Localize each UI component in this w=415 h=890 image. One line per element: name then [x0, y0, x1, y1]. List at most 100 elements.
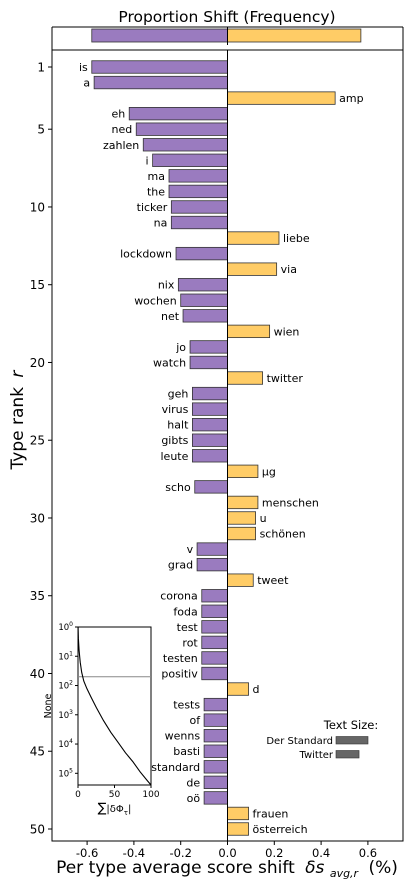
y-axis-label-symbol: r	[8, 370, 28, 378]
bar-label-48: oö	[187, 792, 201, 805]
bar-50	[227, 822, 249, 836]
text-size-legend: Text Size: Der Standard Twitter	[266, 718, 378, 761]
y-tick-label: 30	[30, 511, 45, 525]
bar-label-36: foda	[173, 605, 197, 618]
inset-y-tick-label: 100	[58, 621, 73, 633]
bar-2	[93, 75, 228, 90]
bar-label-29: menschen	[262, 496, 319, 509]
bar-label-34: tweet	[257, 574, 289, 587]
inset-y-tick-label: 102	[58, 680, 73, 692]
bar-label-37: test	[177, 621, 199, 634]
summary-positive-bar	[227, 28, 362, 43]
x-axis-label-unit: (%)	[369, 858, 398, 878]
bar-38	[201, 635, 228, 650]
bar-18	[227, 324, 271, 339]
bar-label-11: na	[154, 217, 168, 230]
bar-45	[203, 744, 228, 758]
bar-25	[191, 433, 228, 447]
bar-27	[227, 464, 259, 478]
bar-label-49: frauen	[253, 807, 289, 820]
bar-9	[168, 184, 228, 199]
bar-label-40: positiv	[161, 667, 198, 680]
bar-label-3: amp	[339, 92, 363, 105]
bar-21	[227, 371, 263, 385]
bar-49	[227, 806, 249, 821]
legend-swatch-2	[335, 750, 360, 759]
bar-label-23: virus	[162, 403, 189, 416]
bar-41	[227, 682, 249, 696]
bar-33	[196, 557, 228, 572]
y-tick-label: 5	[37, 123, 45, 137]
bar-46	[203, 760, 228, 774]
bar-17	[182, 309, 228, 323]
bar-label-10: ticker	[137, 201, 168, 214]
bar-37	[201, 620, 228, 634]
inset-y-tick-label: 101	[58, 650, 73, 662]
bar-label-18: wien	[274, 325, 300, 338]
x-tick-label: -0.2	[169, 846, 191, 860]
x-tick-label: -0.6	[76, 846, 98, 860]
bar-28	[194, 480, 228, 494]
bar-label-5: ned	[112, 123, 133, 136]
inset-frame	[77, 626, 152, 786]
bar-label-47: de	[186, 776, 200, 789]
legend-title: Text Size:	[323, 718, 378, 732]
bar-label-41: d	[253, 683, 260, 696]
bar-label-50: österreich	[253, 823, 308, 836]
bar-label-1: is	[79, 61, 88, 74]
inset-x-tick-label: 100	[142, 790, 159, 800]
legend-swatch-1	[335, 736, 369, 745]
bar-24	[191, 418, 228, 432]
bar-label-6: zahlen	[103, 139, 139, 152]
bar-label-39: testen	[163, 652, 198, 665]
bar-label-30: u	[260, 512, 267, 525]
bar-12	[227, 231, 280, 245]
y-tick-label: 10	[30, 200, 45, 214]
bar-label-31: schönen	[260, 528, 306, 541]
bar-13	[175, 246, 228, 261]
x-tick-label: 0.4	[312, 846, 330, 860]
bar-label-35: corona	[160, 590, 198, 603]
bar-42	[203, 697, 228, 712]
bar-11	[170, 215, 228, 230]
bar-16	[180, 293, 228, 307]
bar-26	[191, 449, 228, 463]
bar-31	[227, 526, 256, 541]
y-axis-label: Type rank r	[8, 370, 28, 471]
bar-label-2: a	[83, 77, 90, 90]
x-tick-label: 0.6	[359, 846, 377, 860]
inset-y-tick-label: 103	[58, 709, 73, 721]
bar-label-14: via	[281, 263, 297, 276]
bar-label-27: µg	[262, 465, 276, 478]
bar-43	[203, 713, 228, 727]
summary-negative-bar	[91, 28, 228, 43]
bar-15	[177, 278, 228, 292]
bar-label-21: twitter	[267, 372, 304, 385]
bar-label-45: basti	[173, 745, 200, 758]
bar-3	[227, 91, 336, 105]
bar-22	[191, 386, 228, 401]
bar-48	[203, 791, 228, 805]
bar-35	[201, 589, 228, 603]
inset-y-label: None	[43, 693, 54, 718]
bar-label-24: halt	[167, 419, 189, 432]
x-axis-label-symbol: δs	[305, 858, 324, 878]
bar-label-32: v	[187, 543, 194, 556]
inset-x-label: ∑|δΦτ|	[98, 801, 132, 817]
y-tick-label: 1	[37, 61, 45, 75]
y-axis-label-main: Type rank	[8, 387, 28, 471]
x-tick-label: 0.0	[218, 846, 236, 860]
legend-label-2: Twitter	[298, 750, 333, 761]
bar-7	[152, 153, 228, 167]
bar-5	[135, 122, 228, 136]
bar-23	[191, 402, 228, 416]
inset-x-tick-label: 0	[75, 790, 81, 800]
bar-36	[201, 604, 228, 618]
bar-6	[142, 138, 228, 152]
chart-title: Proportion Shift (Frequency)	[118, 8, 335, 26]
bar-40	[201, 666, 228, 681]
y-tick-label: 50	[30, 823, 45, 837]
x-axis-label-main: Per type average score shift	[56, 858, 295, 878]
